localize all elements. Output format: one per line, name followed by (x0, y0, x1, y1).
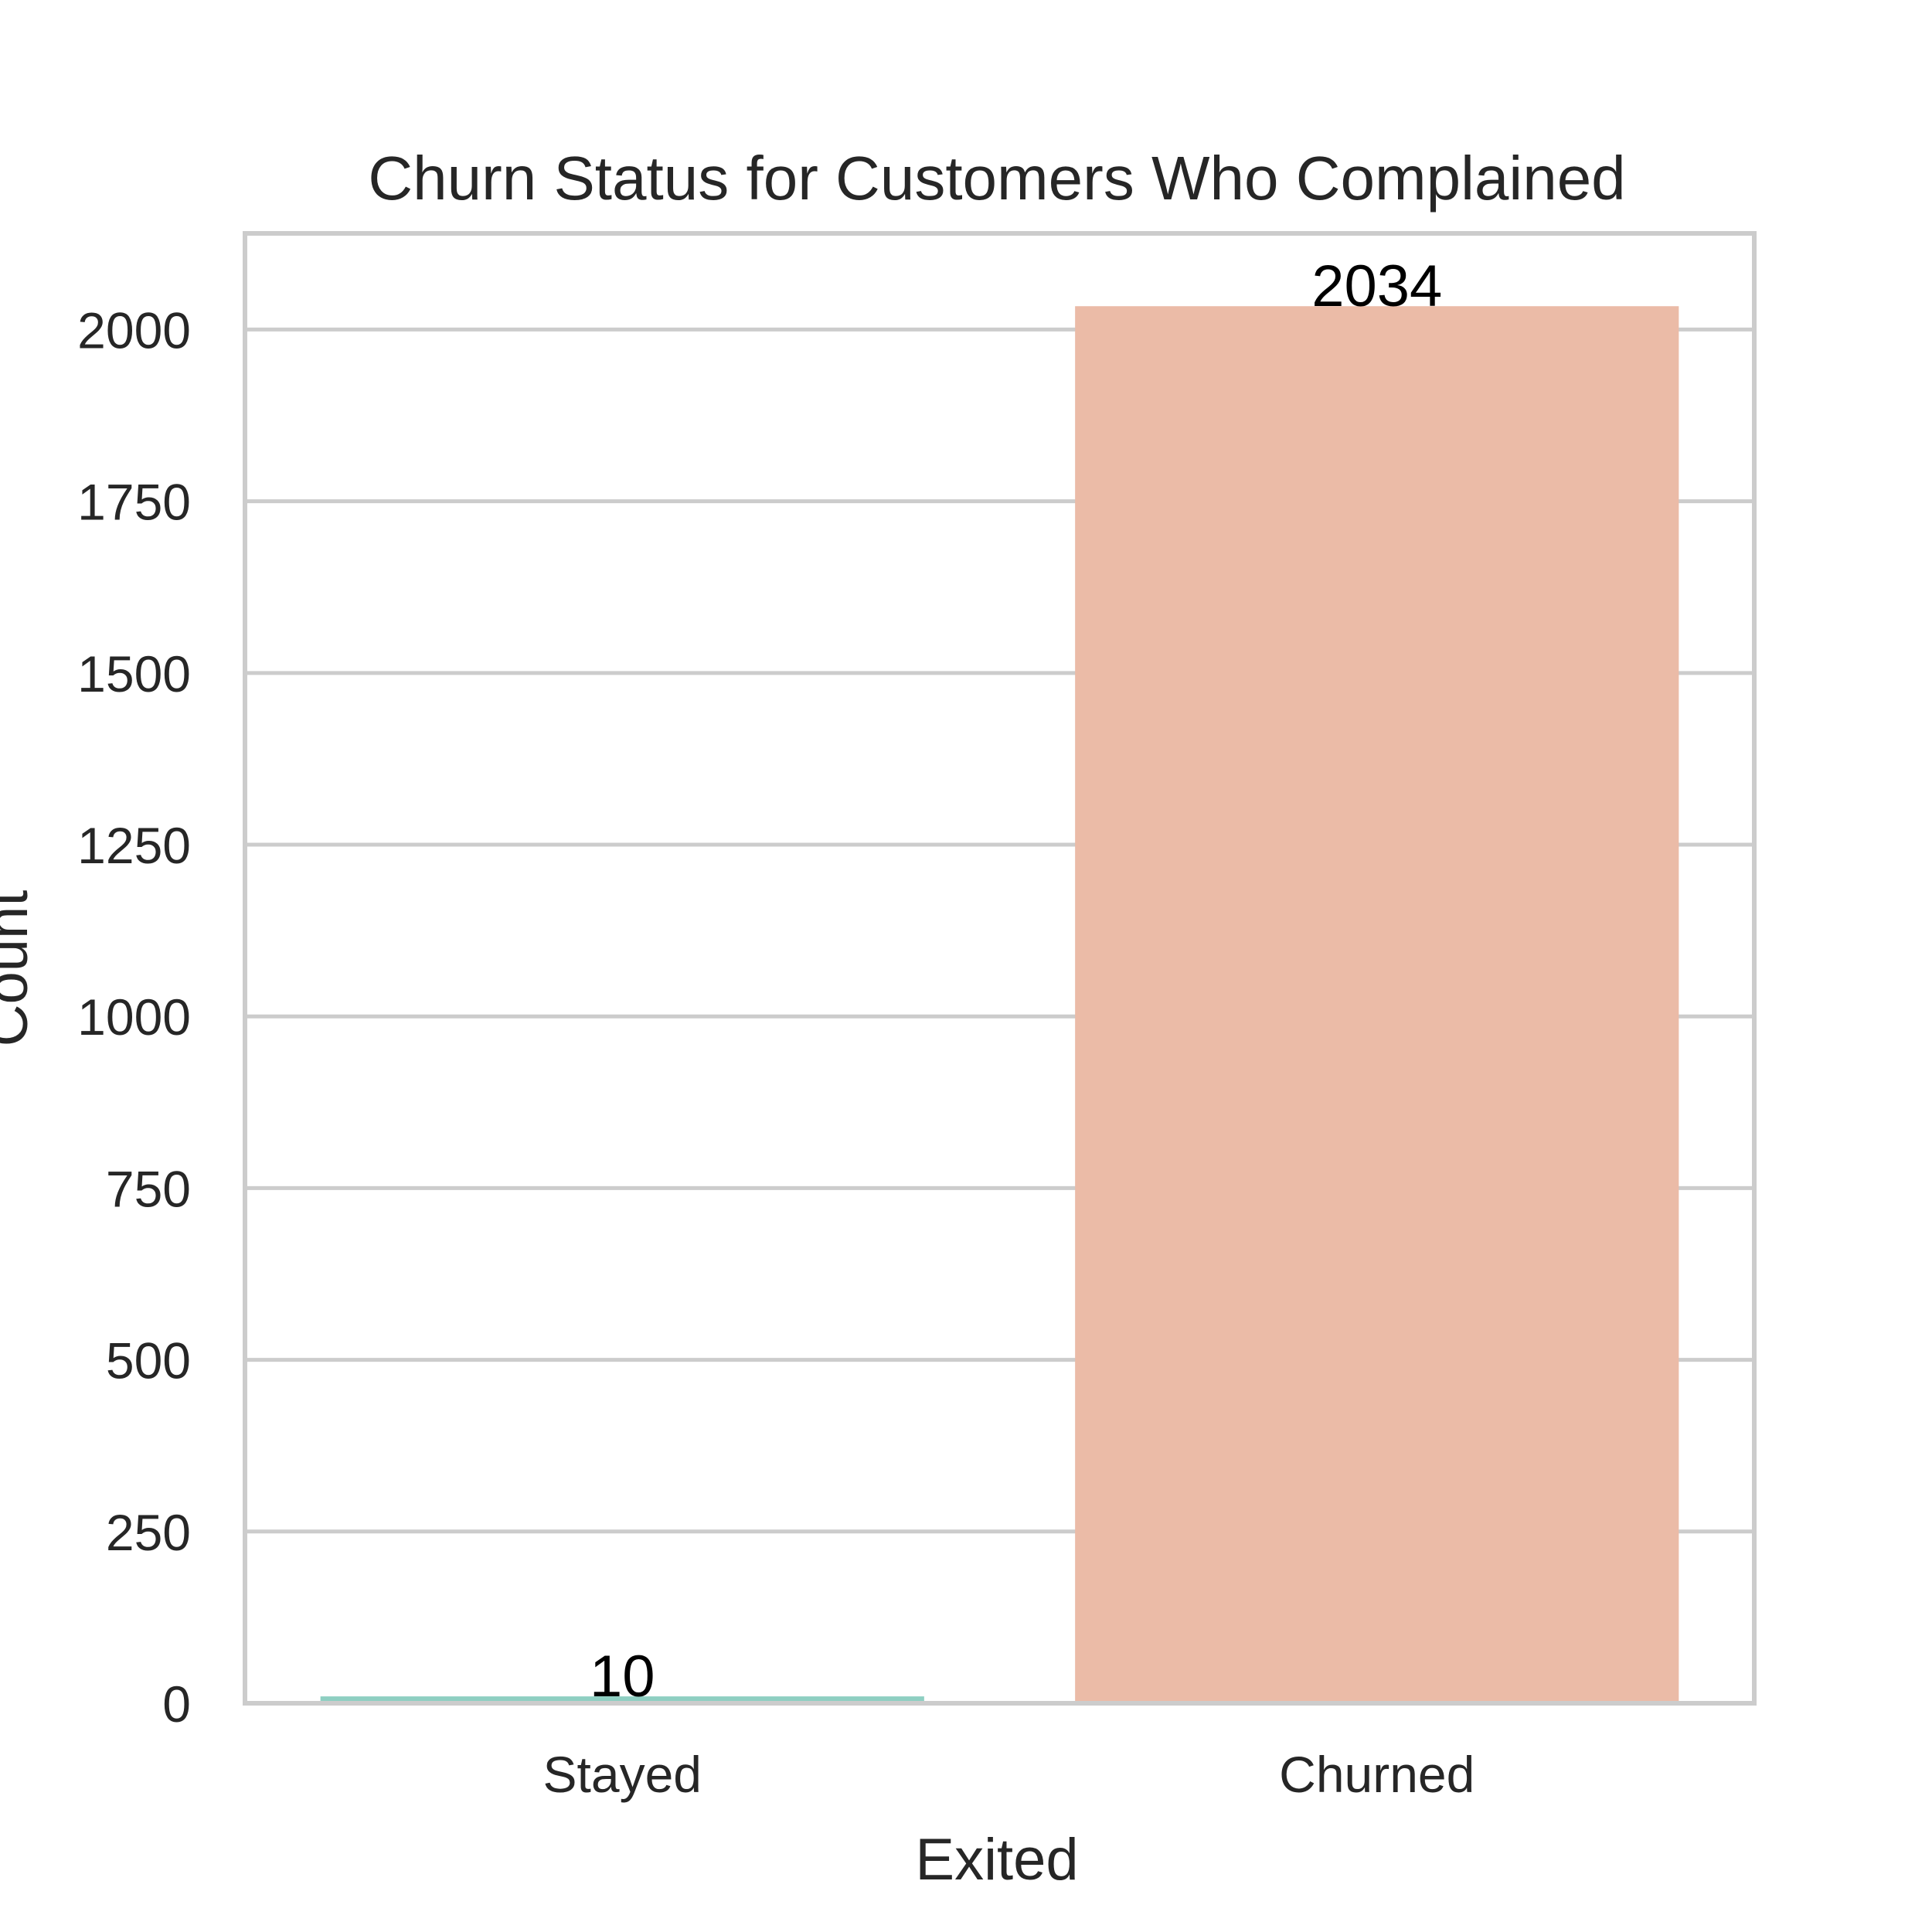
x-tick-label: Stayed (543, 1746, 702, 1803)
data-label: 2034 (1311, 253, 1442, 319)
x-axis-title: Exited (915, 1827, 1078, 1893)
x-tick-label: Churned (1279, 1746, 1475, 1803)
bars (320, 306, 1679, 1704)
y-tick-label: 1250 (77, 817, 191, 874)
bar-churned (1075, 306, 1679, 1704)
chart-title: Churn Status for Customers Who Complaine… (368, 144, 1625, 213)
plot-frame (243, 231, 1757, 1706)
y-tick-label: 1000 (77, 988, 191, 1046)
x-axis-ticks: Stayed Churned (543, 1746, 1475, 1803)
y-axis-title: Count (0, 890, 40, 1047)
y-axis-ticks: 0 250 500 750 1000 1250 1500 1750 2000 (77, 301, 191, 1733)
y-tick-label: 250 (106, 1504, 191, 1561)
bar-stayed (320, 1696, 924, 1703)
data-label: 10 (590, 1644, 655, 1709)
y-tick-label: 2000 (77, 301, 191, 359)
data-labels: 10 2034 (590, 253, 1442, 1709)
y-tick-label: 1750 (77, 474, 191, 531)
y-tick-label: 1500 (77, 645, 191, 702)
y-tick-label: 500 (106, 1332, 191, 1389)
y-tick-label: 750 (106, 1160, 191, 1217)
y-tick-label: 0 (162, 1675, 191, 1733)
